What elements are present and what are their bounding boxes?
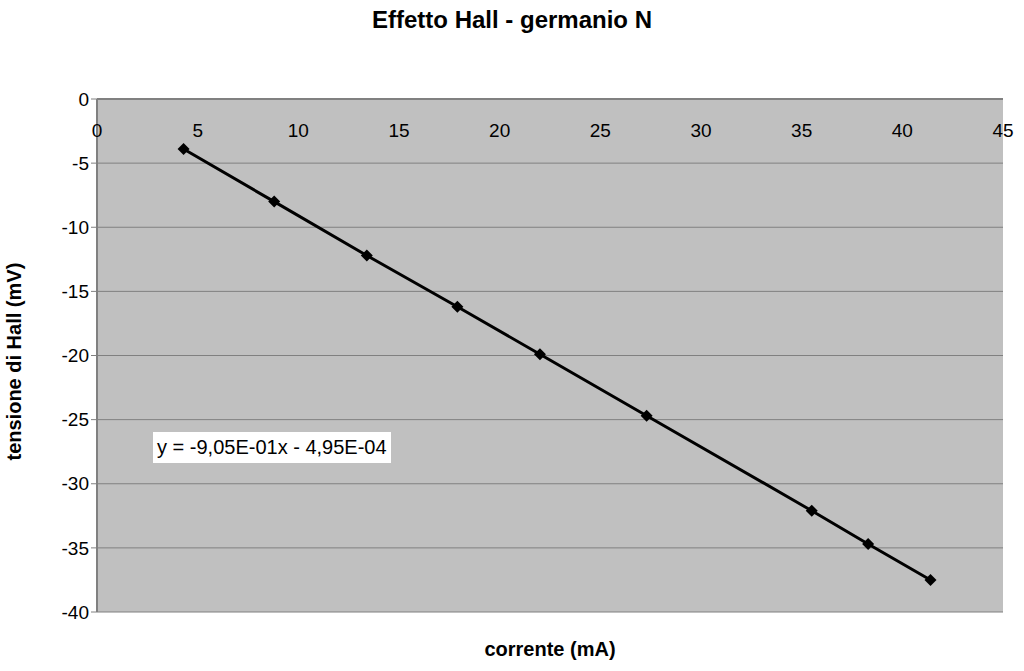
svg-text:20: 20 (489, 120, 510, 141)
svg-text:0: 0 (78, 89, 89, 110)
svg-text:tensione di Hall (mV): tensione di Hall (mV) (8, 263, 25, 461)
html-text:y = -9,05E-01x - 4,95E-04: y = -9,05E-01x - 4,95E-04 (157, 436, 387, 458)
svg-text:5: 5 (192, 120, 203, 141)
svg-text:35: 35 (791, 120, 812, 141)
svg-text:25: 25 (590, 120, 611, 141)
svg-text:-15: -15 (62, 281, 89, 302)
svg-text:30: 30 (690, 120, 711, 141)
svg-text:-35: -35 (62, 538, 89, 559)
html-text:corrente (mA): corrente (mA) (484, 638, 616, 660)
svg-text:-5: -5 (72, 153, 89, 174)
html-text:Effetto Hall - germanio N: Effetto Hall - germanio N (372, 6, 652, 33)
svg-text:45: 45 (992, 120, 1013, 141)
svg-text:15: 15 (388, 120, 409, 141)
svg-text:-30: -30 (62, 473, 89, 494)
svg-text:0: 0 (92, 120, 103, 141)
svg-text:-25: -25 (62, 409, 89, 430)
svg-text:10: 10 (288, 120, 309, 141)
svg-text:-10: -10 (62, 217, 89, 238)
svg-text:40: 40 (892, 120, 913, 141)
svg-text:-20: -20 (62, 345, 89, 366)
svg-text:-40: -40 (62, 602, 89, 623)
